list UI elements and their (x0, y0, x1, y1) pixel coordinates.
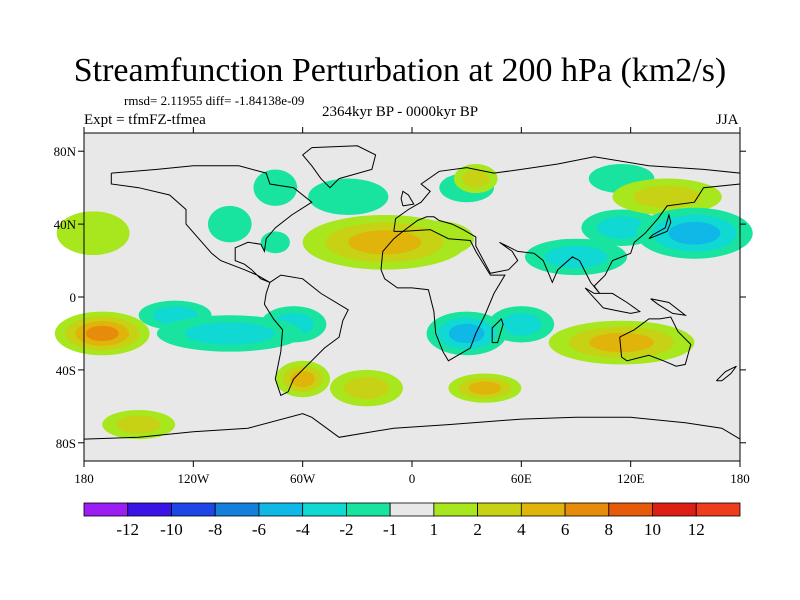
colorbar-box (214, 502, 260, 517)
anomaly-e-us-low (260, 231, 290, 254)
colorbar-label: -8 (208, 520, 222, 539)
coast-north-america (110, 165, 313, 283)
colorbar-box (345, 502, 391, 517)
colorbar-box (477, 502, 522, 517)
colorbar-box (171, 502, 216, 517)
coastlines (83, 145, 741, 440)
stats-label: rmsd= 2.11955 diff= -1.84138e-09 (124, 93, 305, 108)
anomaly-nw-pacific-low (668, 221, 721, 245)
season-label: JJA (716, 112, 739, 128)
colorbar-label: -6 (252, 520, 266, 539)
coast-indonesia (584, 287, 642, 314)
y-axis: 80N 40N 0 40S 80S (54, 144, 746, 451)
anomaly-tropical-s-pacific-low (184, 322, 275, 345)
anomaly-indian-ocean-high (589, 332, 654, 353)
colorbar-label: -1 (383, 520, 397, 539)
period-label: 2364kyr BP - 0000kyr BP (322, 104, 479, 120)
anomaly-se-pacific-high (85, 325, 119, 342)
x-tick-label: 0 (409, 471, 416, 486)
colorbar-label: 6 (561, 520, 570, 539)
colorbar-box (652, 502, 697, 517)
colorbar: -12 -10 -8 -6 -4 -2 -1 1 2 4 6 8 10 12 (83, 502, 741, 539)
colorbar-box (695, 502, 741, 517)
y-tick-label: 40N (54, 217, 77, 232)
colorbar-label: -4 (296, 520, 311, 539)
colorbar-box (433, 502, 479, 517)
y-tick-label: 80N (54, 144, 77, 159)
coast-greenland (301, 145, 377, 189)
anomaly-s-ocean-high (468, 381, 502, 395)
y-tick-label: 0 (70, 290, 77, 305)
anomaly-s-africa-low (448, 323, 485, 344)
colorbar-box (520, 502, 566, 517)
x-axis: 180 120W 60W 0 60E 120E 180 (74, 127, 750, 486)
coast-new-guinea (650, 298, 688, 316)
coast-uk (400, 190, 415, 207)
colorbar-box (389, 502, 435, 517)
anomaly-s-pacific-ridge (116, 415, 162, 434)
colorbar-box (83, 502, 129, 517)
colorbar-label: 8 (605, 520, 614, 539)
anomaly-s-america-high (290, 370, 315, 388)
coast-antarctica (83, 413, 741, 440)
anomaly-europe-high (462, 169, 490, 188)
coast-new-zealand (715, 365, 737, 382)
colorbar-box (564, 502, 610, 517)
anomaly-hudson-low (253, 169, 298, 206)
x-tick-label: 180 (74, 471, 94, 486)
coast-eurasia (393, 156, 741, 294)
anomaly-pacific-west-high (56, 211, 130, 256)
colorbar-box (302, 502, 347, 517)
anomaly-s-atlantic-high (344, 376, 389, 400)
colorbar-label: 2 (473, 520, 482, 539)
colorbar-label: 1 (430, 520, 439, 539)
y-tick-label: 40S (56, 363, 76, 378)
anomaly-s-asia-trough (544, 245, 608, 269)
coast-africa (380, 229, 506, 362)
colorbar-label: -2 (339, 520, 353, 539)
coast-madagascar (491, 317, 504, 344)
anomaly-n-atlantic-africa-high (348, 230, 422, 255)
colorbar-box (258, 502, 304, 517)
colorbar-label: -10 (160, 520, 183, 539)
anomaly-w-indian-low (501, 313, 542, 336)
coast-australia (619, 316, 692, 367)
x-tick-label: 60E (511, 471, 532, 486)
colorbar-box (608, 502, 653, 517)
experiment-label: Expt = tfmFZ-tfmea (84, 112, 206, 128)
x-tick-label: 120E (617, 471, 645, 486)
anomaly-n-pacific-low (308, 178, 389, 215)
colorbar-label: -12 (116, 520, 139, 539)
anomaly-n-america-low (207, 205, 252, 243)
coast-japan (648, 213, 672, 240)
chart-title: Streamfunction Perturbation at 200 hPa (… (73, 52, 727, 89)
colorbar-label: 4 (517, 520, 526, 539)
colorbar-label: 12 (688, 520, 705, 539)
y-tick-label: 80S (56, 436, 76, 451)
colorbar-label: 10 (644, 520, 661, 539)
x-tick-label: 120W (177, 471, 210, 486)
x-tick-label: 180 (730, 471, 750, 486)
x-tick-label: 60W (290, 471, 316, 486)
coast-south-america (263, 274, 349, 397)
anomaly-n-pacific-ridge (633, 185, 701, 208)
anomaly-sw-pacific-trough (596, 216, 647, 239)
colorbar-box (127, 502, 172, 517)
anomaly-field (54, 163, 753, 440)
